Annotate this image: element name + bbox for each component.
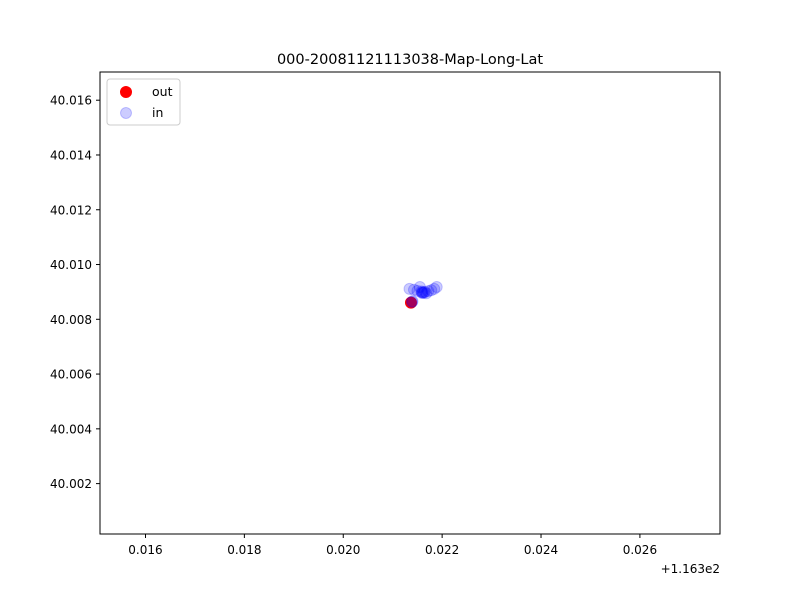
legend-marker-out — [120, 86, 132, 98]
y-axis: 40.002 40.004 40.006 40.008 40.010 40.012 40.0… — [50, 94, 100, 491]
data-point-in — [415, 286, 428, 299]
y-tick-label: 40.002 — [50, 477, 92, 491]
data-point-in — [417, 286, 430, 299]
series-in — [403, 280, 443, 309]
data-point-in — [411, 284, 424, 297]
x-tick-label: 0.022 — [425, 543, 459, 557]
data-point-in — [403, 282, 416, 295]
data-point-in — [415, 285, 428, 298]
data-point-in — [422, 285, 435, 298]
y-tick-label: 40.008 — [50, 313, 92, 327]
legend: out in — [106, 78, 181, 126]
data-point-in — [428, 282, 441, 295]
data-point-in — [413, 280, 426, 293]
x-tick-label: 0.024 — [524, 543, 558, 557]
legend-marker-in — [120, 107, 132, 119]
data-point-in — [430, 280, 443, 293]
x-tick-label: 0.026 — [623, 543, 657, 557]
x-tick-label: 0.020 — [326, 543, 360, 557]
x-axis: 0.016 0.018 0.020 0.022 0.024 0.026 — [128, 534, 657, 557]
data-point-in — [416, 287, 429, 300]
data-point-in — [416, 286, 429, 299]
data-point-in — [425, 284, 438, 297]
y-tick-label: 40.016 — [50, 94, 92, 108]
series-out — [404, 296, 417, 309]
points-layer — [403, 280, 443, 309]
y-tick-label: 40.004 — [50, 422, 92, 436]
data-point-in — [420, 287, 433, 300]
data-point-in — [406, 295, 419, 308]
y-tick-label: 40.012 — [50, 203, 92, 217]
chart-title: 000-20081121113038-Map-Long-Lat — [277, 52, 543, 68]
y-tick-label: 40.014 — [50, 148, 92, 162]
data-point-in — [405, 296, 418, 309]
x-tick-label: 0.018 — [227, 543, 261, 557]
x-axis-offset-label: +1.163e2 — [661, 562, 720, 576]
y-tick-label: 40.006 — [50, 368, 92, 382]
legend-label-in: in — [152, 105, 163, 120]
y-tick-label: 40.010 — [50, 258, 92, 272]
data-point-in — [407, 283, 420, 296]
data-point-in — [418, 285, 431, 298]
legend-label-out: out — [152, 84, 173, 99]
data-point-out — [404, 296, 417, 309]
x-tick-label: 0.016 — [128, 543, 162, 557]
plot-frame — [99, 71, 721, 535]
